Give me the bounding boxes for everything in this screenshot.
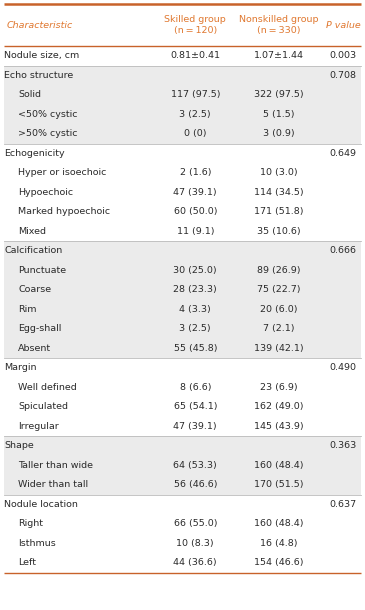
Text: 30 (25.0): 30 (25.0) [173, 266, 217, 274]
Text: Rim: Rim [18, 305, 37, 314]
Bar [4, 475, 361, 495]
Text: Egg-shall: Egg-shall [18, 325, 62, 333]
Text: Left: Left [18, 558, 36, 567]
Text: Hypoechoic: Hypoechoic [18, 188, 73, 197]
Text: 60 (50.0): 60 (50.0) [173, 207, 217, 217]
Bar [4, 339, 361, 358]
Bar [4, 241, 361, 260]
Text: 160 (48.4): 160 (48.4) [254, 461, 304, 470]
Text: 56 (46.6): 56 (46.6) [173, 480, 217, 489]
Text: 11 (9.1): 11 (9.1) [177, 227, 214, 235]
Text: 154 (46.6): 154 (46.6) [254, 558, 304, 567]
Text: Nodule size, cm: Nodule size, cm [4, 51, 80, 60]
Text: Margin: Margin [4, 363, 37, 372]
Text: 89 (26.9): 89 (26.9) [257, 266, 301, 274]
Text: Solid: Solid [18, 90, 41, 99]
Text: Characteristic: Characteristic [6, 21, 73, 29]
Text: 10 (3.0): 10 (3.0) [260, 168, 298, 178]
Text: Echo structure: Echo structure [4, 71, 74, 80]
Text: 44 (36.6): 44 (36.6) [173, 558, 217, 567]
Text: 114 (34.5): 114 (34.5) [254, 188, 304, 197]
Text: 35 (10.6): 35 (10.6) [257, 227, 301, 235]
Text: 170 (51.5): 170 (51.5) [254, 480, 304, 489]
Text: Nodule location: Nodule location [4, 500, 78, 509]
Text: 20 (6.0): 20 (6.0) [261, 305, 298, 314]
Bar [4, 85, 361, 104]
Text: Mixed: Mixed [18, 227, 46, 235]
Text: Calcification: Calcification [4, 246, 63, 255]
Text: 2 (1.6): 2 (1.6) [180, 168, 211, 178]
Text: 171 (51.8): 171 (51.8) [254, 207, 304, 217]
Text: 139 (42.1): 139 (42.1) [254, 344, 304, 353]
Text: 47 (39.1): 47 (39.1) [173, 422, 217, 431]
Text: 75 (22.7): 75 (22.7) [257, 285, 301, 294]
Text: Absent: Absent [18, 344, 51, 353]
Text: Well defined: Well defined [18, 382, 77, 392]
Text: >50% cystic: >50% cystic [18, 129, 78, 138]
Text: Coarse: Coarse [18, 285, 51, 294]
Text: Irregular: Irregular [18, 422, 59, 431]
Text: 47 (39.1): 47 (39.1) [173, 188, 217, 197]
Text: 8 (6.6): 8 (6.6) [180, 382, 211, 392]
Text: 10 (8.3): 10 (8.3) [176, 539, 214, 548]
Text: 0.708: 0.708 [330, 71, 357, 80]
Bar [4, 319, 361, 339]
Text: 64 (53.3): 64 (53.3) [173, 461, 217, 470]
Bar [4, 124, 361, 143]
Bar [4, 436, 361, 456]
Bar [4, 104, 361, 124]
Text: 0.363: 0.363 [330, 441, 357, 450]
Text: Spiculated: Spiculated [18, 402, 68, 411]
Text: 0.003: 0.003 [330, 51, 357, 60]
Text: 4 (3.3): 4 (3.3) [180, 305, 211, 314]
Bar [4, 456, 361, 475]
Text: 0.81±0.41: 0.81±0.41 [170, 51, 220, 60]
Text: Hyper or isoechoic: Hyper or isoechoic [18, 168, 107, 178]
Text: 3 (0.9): 3 (0.9) [264, 129, 295, 138]
Text: 7 (2.1): 7 (2.1) [264, 325, 295, 333]
Text: 0.666: 0.666 [330, 246, 357, 255]
Bar [4, 65, 361, 85]
Text: Punctuate: Punctuate [18, 266, 66, 274]
Text: 16 (4.8): 16 (4.8) [261, 539, 298, 548]
Text: Right: Right [18, 519, 43, 528]
Text: 117 (97.5): 117 (97.5) [170, 90, 220, 99]
Text: 3 (2.5): 3 (2.5) [180, 110, 211, 119]
Bar [4, 280, 361, 300]
Text: 1.07±1.44: 1.07±1.44 [254, 51, 304, 60]
Text: Wider than tall: Wider than tall [18, 480, 88, 489]
Text: <50% cystic: <50% cystic [18, 110, 78, 119]
Text: 65 (54.1): 65 (54.1) [173, 402, 217, 411]
Text: 23 (6.9): 23 (6.9) [260, 382, 298, 392]
Text: 3 (2.5): 3 (2.5) [180, 325, 211, 333]
Text: 0.637: 0.637 [330, 500, 357, 509]
Text: 66 (55.0): 66 (55.0) [173, 519, 217, 528]
Text: 5 (1.5): 5 (1.5) [264, 110, 295, 119]
Text: Isthmus: Isthmus [18, 539, 56, 548]
Text: 28 (23.3): 28 (23.3) [173, 285, 217, 294]
Text: 162 (49.0): 162 (49.0) [254, 402, 304, 411]
Text: Echogenicity: Echogenicity [4, 149, 65, 158]
Text: Shape: Shape [4, 441, 34, 450]
Text: 322 (97.5): 322 (97.5) [254, 90, 304, 99]
Text: 55 (45.8): 55 (45.8) [173, 344, 217, 353]
Text: 0.490: 0.490 [330, 363, 357, 372]
Text: 0.649: 0.649 [330, 149, 357, 158]
Text: Nonskilled group
(n = 330): Nonskilled group (n = 330) [239, 15, 319, 35]
Bar [4, 300, 361, 319]
Text: Taller than wide: Taller than wide [18, 461, 93, 470]
Text: Skilled group
(n = 120): Skilled group (n = 120) [164, 15, 226, 35]
Text: 160 (48.4): 160 (48.4) [254, 519, 304, 528]
Text: P value: P value [326, 21, 361, 29]
Text: Marked hypoechoic: Marked hypoechoic [18, 207, 111, 217]
Bar [4, 260, 361, 280]
Text: 145 (43.9): 145 (43.9) [254, 422, 304, 431]
Text: 0 (0): 0 (0) [184, 129, 207, 138]
